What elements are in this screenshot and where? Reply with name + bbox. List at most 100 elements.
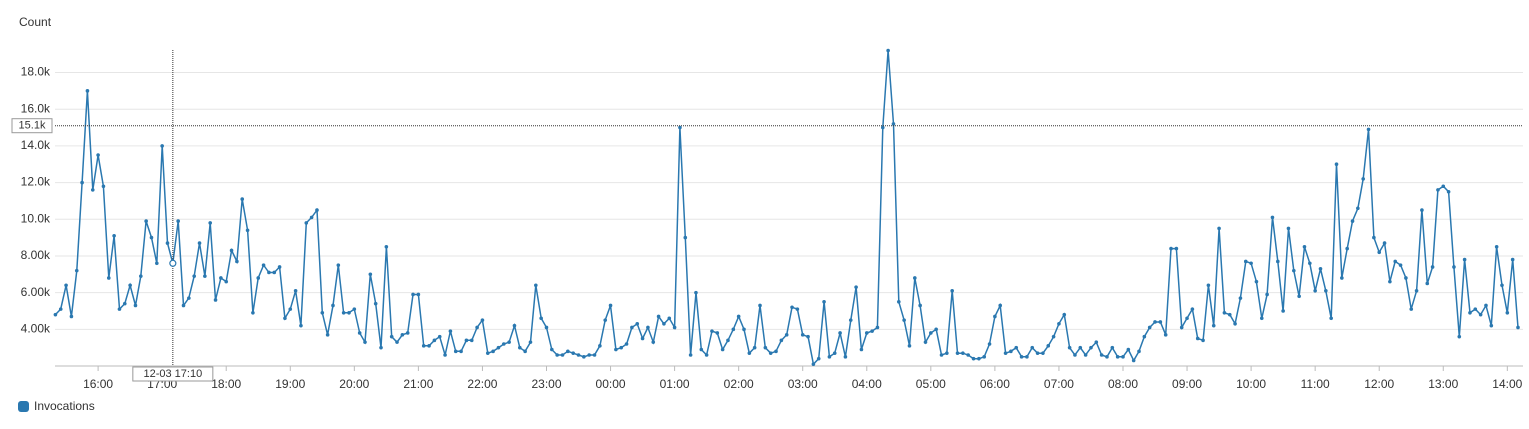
data-point bbox=[181, 303, 186, 308]
x-tick-label: 08:00 bbox=[1108, 377, 1138, 391]
data-point bbox=[715, 331, 720, 335]
data-point bbox=[608, 303, 613, 308]
data-point bbox=[1478, 312, 1483, 317]
data-point bbox=[112, 233, 116, 238]
data-point bbox=[283, 316, 287, 321]
data-point bbox=[1430, 265, 1435, 269]
data-point bbox=[534, 283, 538, 288]
data-point bbox=[1147, 325, 1152, 330]
data-point bbox=[341, 311, 346, 315]
data-point bbox=[85, 89, 90, 93]
y-tick-label: 10.0k bbox=[21, 211, 51, 225]
data-point bbox=[1035, 351, 1040, 355]
data-point bbox=[971, 356, 976, 361]
y-tick-label: 18.0k bbox=[21, 65, 51, 79]
y-tick-label: 14.0k bbox=[21, 138, 51, 152]
data-point bbox=[630, 325, 634, 330]
data-point bbox=[1259, 316, 1264, 321]
data-point bbox=[555, 353, 559, 357]
data-point bbox=[752, 345, 757, 350]
data-point bbox=[566, 349, 570, 354]
data-point bbox=[699, 347, 704, 352]
data-point bbox=[1073, 353, 1077, 357]
data-point bbox=[352, 307, 357, 311]
data-point bbox=[550, 347, 554, 352]
data-point bbox=[224, 279, 229, 284]
data-point bbox=[416, 292, 421, 297]
data-point bbox=[261, 263, 266, 267]
data-point bbox=[768, 351, 773, 355]
data-point bbox=[1233, 322, 1237, 326]
data-point bbox=[501, 342, 506, 346]
y-tick-label: 4.00k bbox=[21, 321, 51, 335]
data-point bbox=[539, 316, 543, 321]
data-point bbox=[74, 268, 79, 273]
data-point bbox=[437, 334, 442, 339]
data-point bbox=[1078, 345, 1083, 350]
data-point bbox=[133, 303, 138, 308]
data-point bbox=[598, 344, 602, 348]
data-point bbox=[272, 270, 277, 275]
data-point bbox=[325, 333, 330, 337]
data-point bbox=[880, 125, 885, 130]
data-point bbox=[822, 300, 826, 304]
data-point bbox=[667, 316, 672, 321]
x-tick-label: 21:00 bbox=[403, 377, 433, 391]
data-point bbox=[1019, 355, 1024, 359]
data-point bbox=[1494, 244, 1499, 249]
data-point bbox=[1099, 353, 1104, 357]
data-point bbox=[464, 338, 469, 343]
data-point bbox=[934, 327, 938, 332]
data-point bbox=[736, 314, 741, 319]
data-point bbox=[582, 355, 586, 359]
data-point bbox=[678, 125, 682, 130]
data-point bbox=[176, 219, 180, 223]
data-point bbox=[635, 322, 640, 326]
data-point bbox=[1420, 208, 1424, 212]
data-point bbox=[373, 301, 378, 306]
data-point bbox=[779, 338, 784, 343]
data-point bbox=[987, 342, 992, 346]
data-point bbox=[1366, 127, 1371, 132]
x-tick-label: 16:00 bbox=[83, 377, 113, 391]
data-point bbox=[1163, 333, 1168, 337]
data-point bbox=[1452, 265, 1456, 269]
data-point bbox=[80, 180, 84, 185]
data-point bbox=[747, 351, 752, 355]
data-point bbox=[592, 353, 597, 357]
data-point bbox=[982, 355, 987, 359]
x-tick-label: 10:00 bbox=[1236, 377, 1266, 391]
data-point bbox=[448, 329, 453, 333]
data-point bbox=[480, 318, 485, 322]
data-point bbox=[347, 311, 351, 315]
data-point bbox=[1249, 261, 1253, 266]
data-point bbox=[1446, 189, 1451, 194]
data-point bbox=[400, 333, 405, 337]
data-point bbox=[1238, 296, 1243, 300]
data-point bbox=[1414, 288, 1419, 293]
hover-point bbox=[169, 259, 177, 267]
data-point bbox=[331, 303, 335, 308]
data-point bbox=[357, 331, 362, 335]
data-point bbox=[1217, 226, 1221, 231]
x-tick-label: 00:00 bbox=[596, 377, 626, 391]
data-point bbox=[1505, 311, 1510, 315]
data-point bbox=[918, 303, 922, 308]
data-point bbox=[1468, 311, 1472, 315]
data-point bbox=[106, 276, 111, 280]
data-point bbox=[1313, 288, 1317, 293]
data-point bbox=[1041, 351, 1045, 355]
data-point bbox=[913, 276, 917, 280]
data-point bbox=[945, 351, 949, 355]
data-point bbox=[854, 285, 858, 289]
data-point bbox=[1227, 312, 1232, 317]
x-tick-label: 02:00 bbox=[724, 377, 754, 391]
y-axis-label: Count bbox=[19, 15, 52, 29]
data-point bbox=[1046, 344, 1051, 348]
data-point bbox=[1057, 322, 1061, 326]
data-point bbox=[213, 298, 218, 302]
data-point bbox=[1308, 261, 1312, 266]
data-point bbox=[651, 340, 656, 344]
x-tick-label: 04:00 bbox=[852, 377, 882, 391]
data-point bbox=[288, 307, 293, 311]
